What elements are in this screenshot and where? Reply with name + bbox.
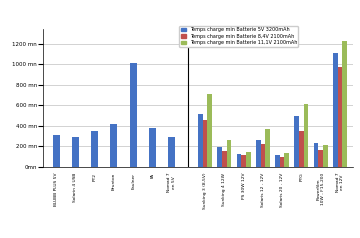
Bar bbox=[265, 129, 270, 167]
Bar bbox=[275, 155, 280, 167]
Bar bbox=[280, 157, 284, 167]
Bar bbox=[246, 152, 251, 167]
Bar bbox=[198, 114, 203, 167]
Bar bbox=[342, 41, 347, 167]
Bar bbox=[299, 131, 304, 167]
Bar bbox=[284, 153, 289, 167]
Bar bbox=[203, 120, 207, 167]
Bar bbox=[111, 124, 117, 167]
Bar bbox=[338, 67, 342, 167]
Bar bbox=[207, 94, 212, 167]
Bar bbox=[323, 145, 328, 167]
Bar bbox=[217, 147, 222, 167]
Bar bbox=[256, 139, 261, 167]
Bar bbox=[314, 143, 318, 167]
Bar bbox=[261, 144, 265, 167]
Bar bbox=[91, 131, 98, 167]
Legend: Temps charge min Batterie 5V 3200mAh, Temps charge min Batterie 8,4V 2100mAh, Te: Temps charge min Batterie 5V 3200mAh, Te… bbox=[179, 26, 298, 47]
Bar bbox=[149, 128, 156, 167]
Bar bbox=[222, 151, 227, 167]
Bar bbox=[130, 63, 136, 167]
Bar bbox=[237, 154, 241, 167]
Bar bbox=[72, 137, 79, 167]
Bar bbox=[318, 150, 323, 167]
Bar bbox=[227, 140, 231, 167]
Bar bbox=[304, 104, 309, 167]
Bar bbox=[168, 138, 175, 167]
Bar bbox=[333, 53, 338, 167]
Bar bbox=[53, 135, 59, 167]
Bar bbox=[294, 116, 299, 167]
Bar bbox=[241, 155, 246, 167]
